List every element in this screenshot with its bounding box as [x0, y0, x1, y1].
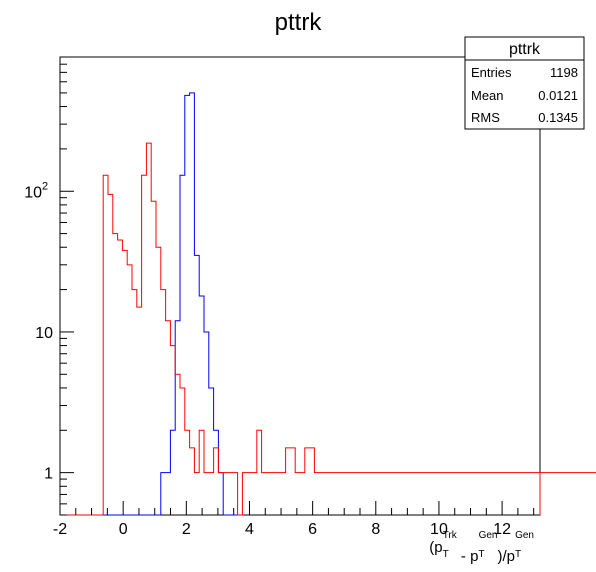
x-axis-label-part: Trk — [443, 530, 458, 541]
stats-rms-value: 0.1345 — [538, 110, 578, 125]
x-tick-label: -2 — [53, 521, 67, 538]
y-tick-label: 10 — [35, 325, 53, 342]
stats-box: pttrk Entries 1198 Mean 0.0121 RMS 0.134… — [464, 36, 585, 130]
stats-entries-value: 1198 — [550, 65, 578, 80]
x-axis-label-part: T — [515, 549, 521, 560]
x-axis-label-part: T — [478, 549, 484, 560]
x-tick-label: 12 — [493, 521, 511, 538]
x-axis-label-part: (p — [429, 539, 442, 556]
x-tick-label: 4 — [245, 521, 254, 538]
y-tick-exponent: 2 — [42, 180, 48, 192]
histogram-series-1 — [60, 142, 596, 516]
stats-rms-label: RMS — [471, 110, 500, 125]
x-axis-label: (pTTrk - pTGen)/pTGen — [429, 530, 534, 565]
x-tick-label: 2 — [182, 521, 191, 538]
chart-title: pttrk — [275, 9, 323, 36]
stats-box-frame — [464, 36, 585, 130]
x-tick-label: 10 — [430, 521, 448, 538]
stats-entries-label: Entries — [471, 65, 512, 80]
stats-box-title: pttrk — [509, 41, 541, 58]
x-tick-label: 8 — [371, 521, 380, 538]
stats-mean-label: Mean — [471, 88, 504, 103]
plot-frame — [59, 56, 541, 516]
x-axis-label-part: Gen — [479, 530, 498, 541]
histogram-series-0 — [60, 92, 238, 516]
x-axis-label-part: Gen — [515, 530, 534, 541]
x-tick-label: 6 — [308, 521, 317, 538]
y-tick-label: 10 — [24, 184, 42, 201]
x-axis-label-part: - p — [457, 548, 479, 565]
y-tick-label: 1 — [44, 466, 53, 483]
x-tick-label: 0 — [119, 521, 128, 538]
x-axis-label-part: )/p — [497, 548, 515, 565]
x-axis-label-part: T — [443, 549, 449, 560]
stats-mean-value: 0.0121 — [538, 88, 578, 103]
